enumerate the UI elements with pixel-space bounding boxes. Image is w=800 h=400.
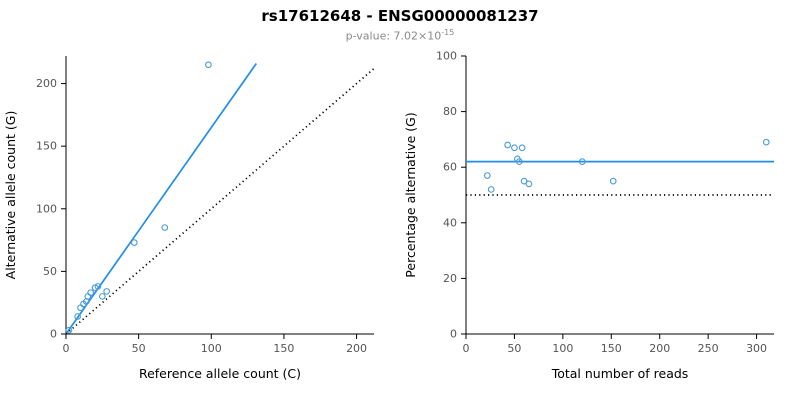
x-axis-title: Total number of reads <box>551 366 689 381</box>
charts-row: 0 50 100 150 200 0 50 100 150 200 Reference allele… <box>0 44 800 396</box>
x-tick-label: 200 <box>346 342 367 355</box>
pvalue-text: p-value: 7.02×10 <box>345 29 442 43</box>
y-tick-label: 100 <box>36 202 57 215</box>
data-point <box>609 177 617 185</box>
data-point <box>130 238 138 246</box>
x-tick-label: 0 <box>63 342 70 355</box>
x-tick-label: 0 <box>463 342 470 355</box>
regression-line <box>65 62 258 335</box>
x-tick-label: 200 <box>649 342 670 355</box>
x-tick-label: 150 <box>601 342 622 355</box>
plot-header: rs17612648 - ENSG00000081237 p-value: 7.… <box>0 0 800 44</box>
plot-subtitle: p-value: 7.02×10-15 <box>0 26 800 44</box>
y-tick-label: 40 <box>443 216 457 229</box>
data-point <box>487 185 495 193</box>
data-point <box>94 282 102 290</box>
data-point <box>578 157 586 165</box>
data-point <box>77 304 84 311</box>
data-point <box>511 144 518 151</box>
percentage-scatter-plot: 0 50 100 150 200 250 300 0 20 40 60 80 100 Total numb… <box>403 49 774 381</box>
y-tick-label: 200 <box>36 77 57 90</box>
plot-title: rs17612648 - ENSG00000081237 <box>261 7 539 25</box>
allele-count-scatter-plot: 0 50 100 150 200 0 50 100 150 200 Reference allele… <box>3 55 375 381</box>
y-tick-label: 80 <box>443 105 457 118</box>
data-point <box>103 287 111 295</box>
data-point <box>84 292 92 300</box>
x-tick-label: 150 <box>273 342 294 355</box>
y-axis-title: Percentage alternative (G) <box>403 112 418 277</box>
y-axis-title: Alternative allele count (G) <box>3 110 18 279</box>
y-tick-label: 100 <box>436 49 457 62</box>
x-tick-label: 100 <box>552 342 573 355</box>
y-tick-label: 50 <box>43 265 57 278</box>
x-tick-label: 300 <box>746 342 767 355</box>
pvalue-exponent: -15 <box>441 28 455 37</box>
x-tick-label: 100 <box>201 342 222 355</box>
y-tick-label: 60 <box>443 160 457 173</box>
data-point <box>483 171 491 179</box>
data-point <box>515 157 523 165</box>
data-point <box>520 177 528 185</box>
identity-line <box>65 67 375 335</box>
data-point <box>98 292 106 300</box>
data-point <box>504 141 511 148</box>
data-point <box>762 138 770 146</box>
x-axis-title: Reference allele count (C) <box>139 366 301 381</box>
x-tick-label: 50 <box>507 342 521 355</box>
data-point <box>205 61 212 68</box>
data-point <box>65 326 73 334</box>
data-point <box>87 288 95 296</box>
y-tick-label: 0 <box>50 327 57 340</box>
data-point <box>161 223 169 231</box>
y-tick-label: 0 <box>450 327 457 340</box>
data-point <box>74 312 81 320</box>
data-point <box>518 144 526 151</box>
data-point <box>525 180 533 187</box>
y-tick-label: 20 <box>443 272 457 285</box>
x-tick-label: 250 <box>698 342 719 355</box>
y-tick-label: 150 <box>36 139 57 152</box>
x-tick-label: 50 <box>132 342 146 355</box>
